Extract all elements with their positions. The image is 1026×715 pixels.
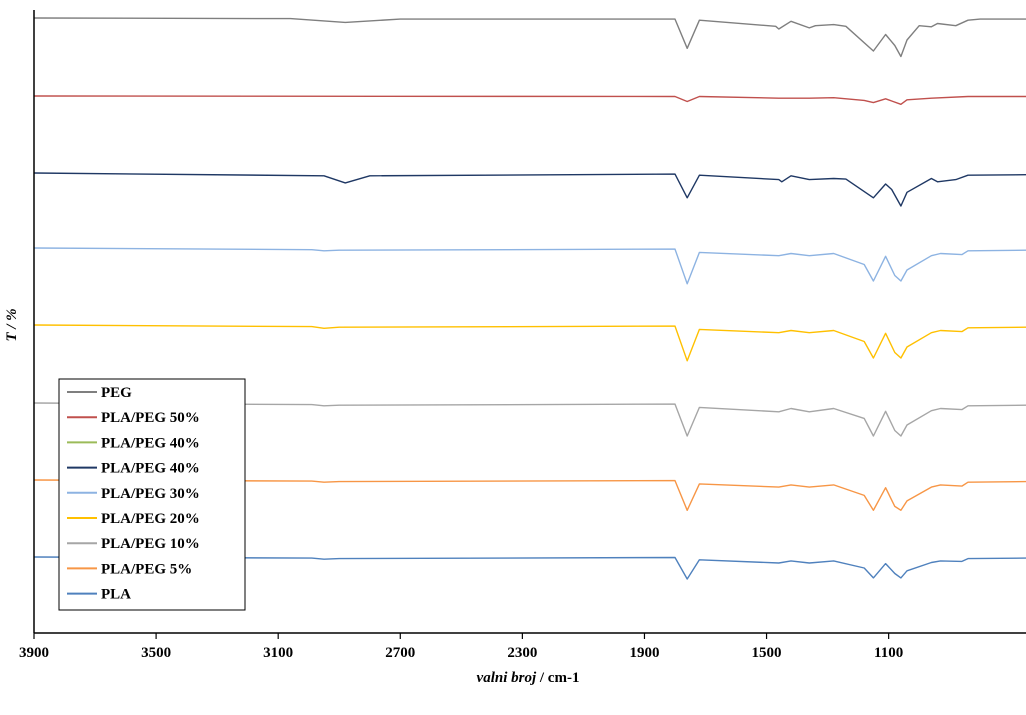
legend-label: PLA [101, 587, 131, 603]
series-line-peg-0 [33, 17, 1026, 58]
legend-label: PLA/PEG 20% [101, 511, 200, 527]
series-line-pla-peg-10--6 [33, 402, 1026, 437]
series-line-pla-8 [33, 556, 1026, 580]
y-axis-title: T / % [4, 308, 20, 341]
legend: PEG PLA/PEG 50% PLA/PEG 40% PLA/PEG 40% PLA/… [58, 378, 246, 611]
x-tick-label: 1900 [629, 645, 659, 661]
legend-label: PLA/PEG 30% [101, 486, 200, 502]
series-line-pla-peg-20--5 [33, 324, 1026, 362]
plot-area [33, 17, 1026, 580]
x-tick-label: 3100 [263, 645, 293, 661]
legend-label: PLA/PEG 5% [101, 561, 192, 577]
series-line-pla-peg-30--4 [33, 247, 1026, 285]
x-axis-title: valni broj / cm-1 [477, 670, 580, 686]
legend-label: PLA/PEG 10% [101, 536, 200, 552]
legend-label: PLA/PEG 40% [101, 461, 200, 477]
legend-label: PEG [101, 385, 132, 401]
series-line-pla-peg-5--7 [33, 479, 1026, 511]
x-tick-label: 3900 [19, 645, 49, 661]
x-tick-label: 1500 [752, 645, 782, 661]
x-tick-label: 3500 [141, 645, 171, 661]
x-tick-labels: 3900 3500 3100 2700 2300 1900 1500 1100 [19, 633, 903, 661]
x-axis-title-italic: valni broj [477, 670, 537, 686]
series-line-pla-peg-50--1 [33, 95, 1026, 105]
x-axis-title-unit: / cm-1 [536, 670, 579, 686]
legend-label: PLA/PEG 50% [101, 410, 200, 426]
x-tick-label: 1100 [874, 645, 903, 661]
legend-label: PLA/PEG 40% [101, 435, 200, 451]
series-line-pla-peg-40--3 [33, 172, 1026, 207]
x-tick-label: 2300 [507, 645, 537, 661]
x-tick-label: 2700 [385, 645, 415, 661]
axes [33, 10, 1026, 634]
